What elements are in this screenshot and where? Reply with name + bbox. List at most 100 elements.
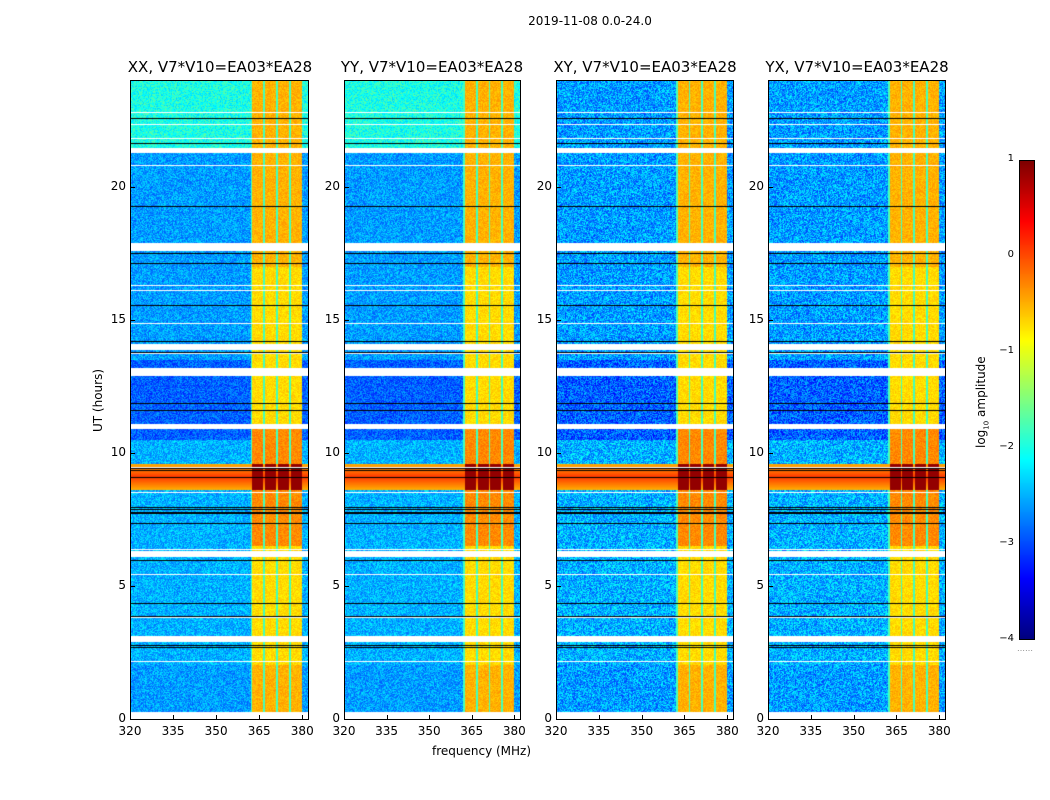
- x-tick-mark: [810, 715, 812, 720]
- x-tick-mark: [853, 715, 855, 720]
- x-tick-label: 320: [118, 724, 142, 738]
- x-tick-label: 320: [544, 724, 568, 738]
- x-tick-label: 380: [290, 724, 314, 738]
- x-tick-label: 365: [460, 724, 484, 738]
- colorbar-label: log10 amplitude: [974, 356, 990, 448]
- y-tick-label: 0: [332, 711, 340, 725]
- y-axis-label: UT (hours): [91, 368, 105, 432]
- x-tick-mark: [556, 715, 557, 720]
- x-tick-label: 350: [630, 724, 654, 738]
- x-tick-mark: [130, 715, 131, 720]
- x-tick-mark: [939, 715, 941, 720]
- y-tick-mark: [130, 719, 135, 720]
- y-tick-mark: [344, 452, 349, 454]
- x-tick-label: 380: [715, 724, 739, 738]
- y-tick-label: 0: [118, 711, 126, 725]
- x-tick-mark: [386, 715, 388, 720]
- y-tick-label: 15: [324, 311, 340, 326]
- waterfall-panel-yx: [768, 80, 946, 720]
- y-tick-label: 10: [536, 444, 552, 459]
- x-tick-mark: [684, 715, 686, 720]
- y-tick-mark: [768, 186, 773, 188]
- x-tick-mark: [259, 715, 261, 720]
- y-tick-mark: [768, 319, 773, 321]
- colorbar: [1019, 160, 1035, 640]
- x-tick-label: 335: [799, 724, 823, 738]
- y-tick-mark: [556, 452, 561, 454]
- y-tick-label: 5: [756, 577, 764, 592]
- waterfall-panel-xy: [556, 80, 734, 720]
- x-tick-label: 380: [927, 724, 951, 738]
- x-tick-mark: [598, 715, 600, 720]
- x-tick-label: 365: [885, 724, 908, 738]
- y-tick-mark: [130, 186, 135, 188]
- y-tick-mark: [768, 719, 773, 720]
- y-tick-mark: [556, 719, 561, 720]
- waterfall-image-yx: [769, 81, 945, 719]
- colorbar-gradient: [1020, 161, 1034, 639]
- x-tick-label: 350: [842, 724, 866, 738]
- y-tick-mark: [130, 585, 135, 587]
- x-tick-mark: [344, 715, 345, 720]
- x-tick-label: 320: [756, 724, 780, 738]
- y-tick-label: 15: [536, 311, 552, 326]
- y-tick-label: 10: [324, 444, 340, 459]
- y-tick-mark: [768, 585, 773, 587]
- x-tick-mark: [768, 715, 769, 720]
- y-tick-mark: [344, 186, 349, 188]
- colorbar-label-sub: 10: [982, 420, 991, 430]
- colorbar-tick-label: −2: [999, 441, 1014, 452]
- y-tick-label: 5: [332, 577, 340, 592]
- colorbar-extension-dots: ……: [1017, 644, 1033, 653]
- y-tick-mark: [556, 319, 561, 321]
- colorbar-label-log: log: [974, 429, 988, 448]
- colorbar-label-rest: amplitude: [974, 356, 988, 421]
- y-tick-label: 20: [110, 178, 126, 193]
- y-tick-mark: [768, 452, 773, 454]
- x-tick-label: 350: [204, 724, 228, 738]
- y-tick-mark: [130, 452, 135, 454]
- panel-title-xx: XX, V7*V10=EA03*EA28: [127, 58, 313, 76]
- colorbar-tick-label: −4: [999, 633, 1014, 644]
- waterfall-image-yy: [345, 81, 520, 719]
- y-tick-label: 10: [110, 444, 126, 459]
- y-tick-label: 15: [748, 311, 764, 326]
- y-tick-mark: [130, 319, 135, 321]
- waterfall-panel-xx: [130, 80, 309, 720]
- x-tick-mark: [429, 715, 431, 720]
- y-tick-mark: [556, 585, 561, 587]
- x-tick-label: 335: [375, 724, 399, 738]
- x-tick-label: 350: [417, 724, 441, 738]
- x-tick-label: 365: [247, 724, 271, 738]
- colorbar-tick-label: −1: [999, 345, 1014, 356]
- y-tick-mark: [344, 319, 349, 321]
- x-axis-label: frequency (MHz): [432, 744, 532, 758]
- x-tick-mark: [173, 715, 175, 720]
- y-tick-label: 20: [748, 178, 764, 193]
- y-tick-label: 10: [748, 444, 764, 459]
- figure-title: 2019-11-08 0.0-24.0: [528, 14, 652, 28]
- y-tick-mark: [344, 719, 349, 720]
- y-tick-label: 20: [324, 178, 340, 193]
- x-tick-label: 320: [332, 724, 356, 738]
- x-tick-mark: [216, 715, 218, 720]
- y-tick-label: 20: [536, 178, 552, 193]
- panel-title-yy: YY, V7*V10=EA03*EA28: [340, 58, 524, 76]
- x-tick-mark: [727, 715, 729, 720]
- x-tick-mark: [471, 715, 473, 720]
- x-tick-label: 335: [161, 724, 185, 738]
- waterfall-image-xx: [131, 81, 308, 719]
- y-tick-label: 5: [118, 577, 126, 592]
- x-tick-label: 365: [673, 724, 696, 738]
- y-tick-mark: [556, 186, 561, 188]
- waterfall-image-xy: [557, 81, 733, 719]
- panel-title-yx: YX, V7*V10=EA03*EA28: [765, 58, 949, 76]
- colorbar-tick-label: −3: [999, 537, 1014, 548]
- y-tick-label: 5: [544, 577, 552, 592]
- x-tick-mark: [641, 715, 643, 720]
- x-tick-mark: [514, 715, 516, 720]
- y-tick-label: 0: [544, 711, 552, 725]
- x-tick-label: 380: [502, 724, 526, 738]
- colorbar-tick-label: 0: [1007, 249, 1014, 260]
